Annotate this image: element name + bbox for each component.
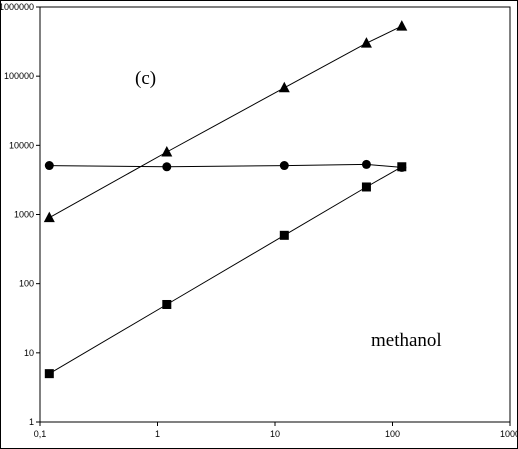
data-point-circle [162,162,172,172]
y-tick-label: 1000000 [0,2,34,12]
y-tick-label: 1000 [14,210,34,220]
x-tick-label: 1000 [500,429,518,439]
data-point-circle [279,161,289,171]
x-tick-label: 100 [385,429,400,439]
y-tick-label: 100 [19,279,34,289]
data-point-circle [361,159,371,169]
x-tick-label: 0,1 [34,429,47,439]
annotation-methanol: methanol [371,330,442,351]
x-tick-label: 1 [155,429,160,439]
y-tick-label: 100000 [4,71,34,81]
data-point-triangle [360,37,372,48]
y-tick-label: 10000 [9,140,34,150]
y-tick-label: 10 [24,348,34,358]
data-point-triangle [278,81,290,93]
data-point-triangle [396,20,408,31]
series-markers [43,20,408,379]
y-tick-label: 1 [29,417,34,427]
data-point-square [279,230,289,240]
annotation-c: (c) [135,68,156,89]
data-point-triangle [43,211,55,223]
data-point-square [361,182,371,192]
data-point-square [162,299,172,309]
data-point-triangle [161,146,173,157]
data-point-square [397,162,407,172]
plot-area [39,6,511,423]
data-point-circle [44,161,54,171]
data-point-square [44,369,54,379]
x-tick-label: 10 [270,429,280,439]
